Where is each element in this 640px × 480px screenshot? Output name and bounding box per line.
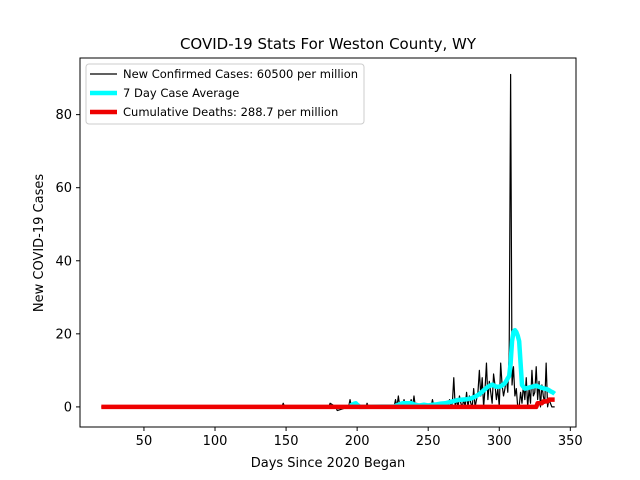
ticks: 50 100 150 200 250 300 350 0 20 40 60 80	[55, 108, 582, 449]
axes	[79, 57, 577, 428]
series-line-2	[349, 327, 557, 410]
x-tick-label: 250	[416, 434, 441, 449]
y-tick-label: 80	[55, 108, 72, 123]
x-axis-title: Days Since 2020 Began	[251, 456, 406, 471]
y-tick-label: 20	[55, 327, 72, 342]
x-tick-label: 100	[203, 434, 228, 449]
y-tick-label: 60	[55, 181, 72, 196]
legend-box	[85, 63, 365, 125]
x-tick-label: 50	[136, 434, 153, 449]
legend-label-3: Cumulative Deaths: 288.7 per million	[123, 105, 338, 119]
series-line-3	[101, 397, 556, 410]
legend: New Confirmed Cases: 60500 per million 7 …	[85, 63, 365, 125]
legend-label-2: 7 Day Case Average	[123, 86, 239, 100]
y-axis-title: New COVID-19 Cases	[32, 174, 47, 312]
x-tick-label: 350	[558, 434, 583, 449]
y-tick-label: 40	[55, 254, 72, 269]
axes-frame	[79, 57, 577, 428]
x-tick-label: 150	[274, 434, 299, 449]
plot-area	[101, 73, 557, 412]
x-tick-label: 200	[345, 434, 370, 449]
legend-label-1: New Confirmed Cases: 60500 per million	[123, 67, 358, 81]
chart-title: COVID-19 Stats For Weston County, WY	[180, 35, 477, 53]
x-tick-label: 300	[487, 434, 512, 449]
y-tick-label: 0	[64, 400, 72, 415]
